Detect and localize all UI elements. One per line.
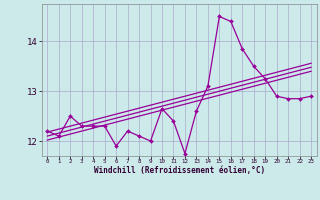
X-axis label: Windchill (Refroidissement éolien,°C): Windchill (Refroidissement éolien,°C) [94,166,265,175]
